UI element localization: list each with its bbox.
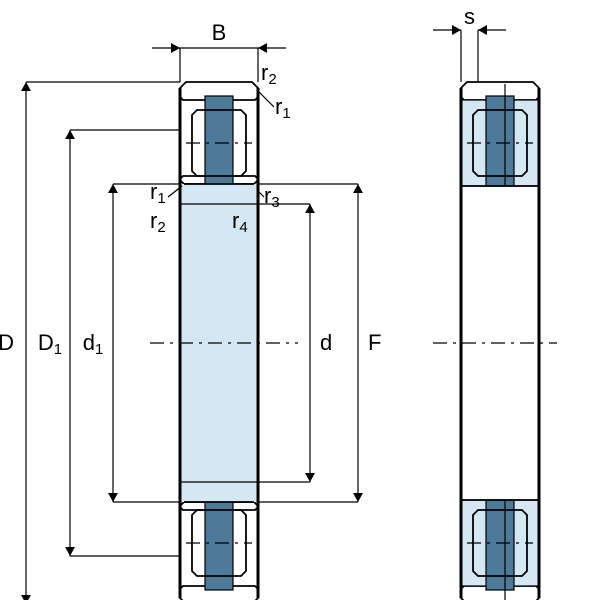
svg-text:D: D xyxy=(0,330,14,355)
svg-text:d: d xyxy=(320,330,332,355)
svg-text:F: F xyxy=(368,330,381,355)
svg-text:B: B xyxy=(212,20,227,45)
svg-text:s: s xyxy=(464,4,475,29)
